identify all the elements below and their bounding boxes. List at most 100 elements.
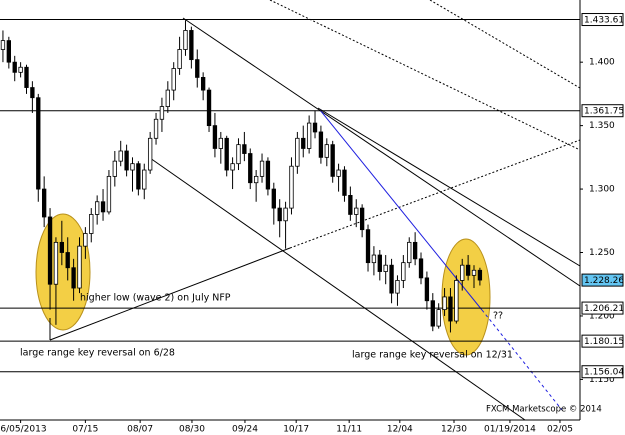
candle-body: [165, 89, 170, 107]
candle-body: [236, 144, 241, 165]
candle-body: [147, 137, 153, 171]
candle-body: [430, 300, 435, 327]
candle-body: [6, 40, 11, 63]
candle-body: [94, 201, 100, 215]
candle-body: [407, 241, 412, 264]
candle-body: [342, 169, 347, 196]
candle-body: [195, 59, 200, 78]
candle-body: [159, 106, 165, 120]
candle-body: [171, 68, 176, 91]
candle-body: [348, 195, 353, 215]
candle-body: [477, 269, 483, 281]
trend-line: [319, 109, 483, 311]
candle-body: [112, 160, 117, 177]
axes: 1.150 1.200 1.250 1.300 1.350 1.400 06/05/2013…: [0, 13, 624, 435]
candle-body: [242, 144, 247, 154]
level-label-box: [581, 104, 624, 118]
candle-body: [89, 214, 94, 234]
candle-body: [118, 150, 123, 162]
candle-body: [383, 264, 388, 272]
level-label-box: [581, 301, 624, 315]
level-label: 1.156.04: [584, 368, 624, 378]
candle-body: [283, 207, 288, 222]
candle-body: [41, 188, 47, 218]
level-label: 1.433.61: [584, 16, 624, 26]
candles: [0, 20, 483, 333]
y-tick-label: 1.350: [589, 121, 615, 131]
watermark: FXCM Marketscope © 2014: [486, 405, 602, 415]
y-tick-label: 1.250: [589, 248, 615, 258]
x-tick-label: 06/05/2013: [0, 425, 47, 435]
x-tick-label: 09/24: [232, 425, 258, 435]
candle-body: [289, 165, 294, 209]
candle-body: [412, 241, 418, 260]
candle-body: [265, 160, 271, 190]
annotation: large range key reversal on 12/31: [352, 350, 513, 361]
candle-body: [359, 207, 365, 231]
last-price-label: 1.228.26: [584, 276, 624, 286]
x-tick-label: 10/17: [283, 425, 309, 435]
candle-body: [53, 241, 59, 285]
candle-body: [177, 49, 182, 69]
x-tick-label: 08/07: [127, 425, 153, 435]
candle-body: [224, 137, 229, 171]
candle-body: [330, 144, 335, 177]
trend-line: [182, 17, 581, 287]
level-label-box: [581, 334, 624, 348]
drawings: [35, 0, 581, 421]
candle-body: [318, 131, 324, 158]
candle-body: [460, 264, 465, 281]
levels: [0, 19, 580, 373]
candle-body: [295, 137, 300, 167]
candle-body: [389, 264, 394, 294]
candle-body: [30, 87, 35, 99]
candle-body: [65, 252, 70, 269]
candle-body: [436, 309, 441, 327]
trend-line: [269, 0, 581, 151]
candle-body: [142, 169, 147, 190]
x-tick-label: 12/30: [441, 425, 467, 435]
candle-body: [442, 296, 447, 311]
y-tick-label: 1.400: [589, 58, 615, 68]
highlight-ellipse: [441, 238, 491, 356]
candle-body: [312, 122, 318, 133]
x-tick-label: 08/30: [179, 425, 205, 435]
candle-body: [218, 137, 223, 149]
candle-body: [12, 61, 17, 73]
candle-body: [100, 201, 106, 213]
candle-body: [71, 267, 76, 289]
candle-body: [336, 169, 341, 177]
trend-line: [49, 247, 291, 341]
annotations: higher low (wave 2) on July NFP large ra…: [20, 293, 602, 415]
candle-body: [24, 66, 29, 88]
candle-body: [259, 160, 265, 177]
candle-body: [271, 188, 276, 209]
level-label-box: [581, 365, 624, 379]
annotation: ??: [493, 311, 503, 322]
trend-line: [317, 107, 581, 267]
candle-body: [212, 125, 218, 149]
candle-body: [130, 163, 135, 171]
y-tick-label: 1.150: [589, 375, 615, 385]
highlight-ellipse: [35, 213, 91, 331]
candle-body: [83, 233, 88, 247]
trend-line: [429, 0, 581, 89]
trend-line: [289, 139, 581, 249]
candle-body: [324, 144, 329, 158]
candle-body: [471, 269, 477, 276]
x-tick-label: 11/11: [336, 425, 362, 435]
candle-body: [448, 296, 453, 322]
level-label-box: [581, 13, 624, 27]
last-price-box: [581, 273, 624, 287]
annotation: large range key reversal on 6/28: [20, 348, 175, 359]
level-label: 1.361.75: [584, 107, 624, 117]
level-label: 1.206.21: [584, 304, 624, 314]
candle-body: [401, 262, 406, 281]
candle-body: [365, 229, 371, 264]
candle-body: [230, 163, 235, 171]
candle-body: [153, 118, 159, 139]
candle-body: [277, 207, 282, 222]
candle-body: [465, 264, 471, 276]
